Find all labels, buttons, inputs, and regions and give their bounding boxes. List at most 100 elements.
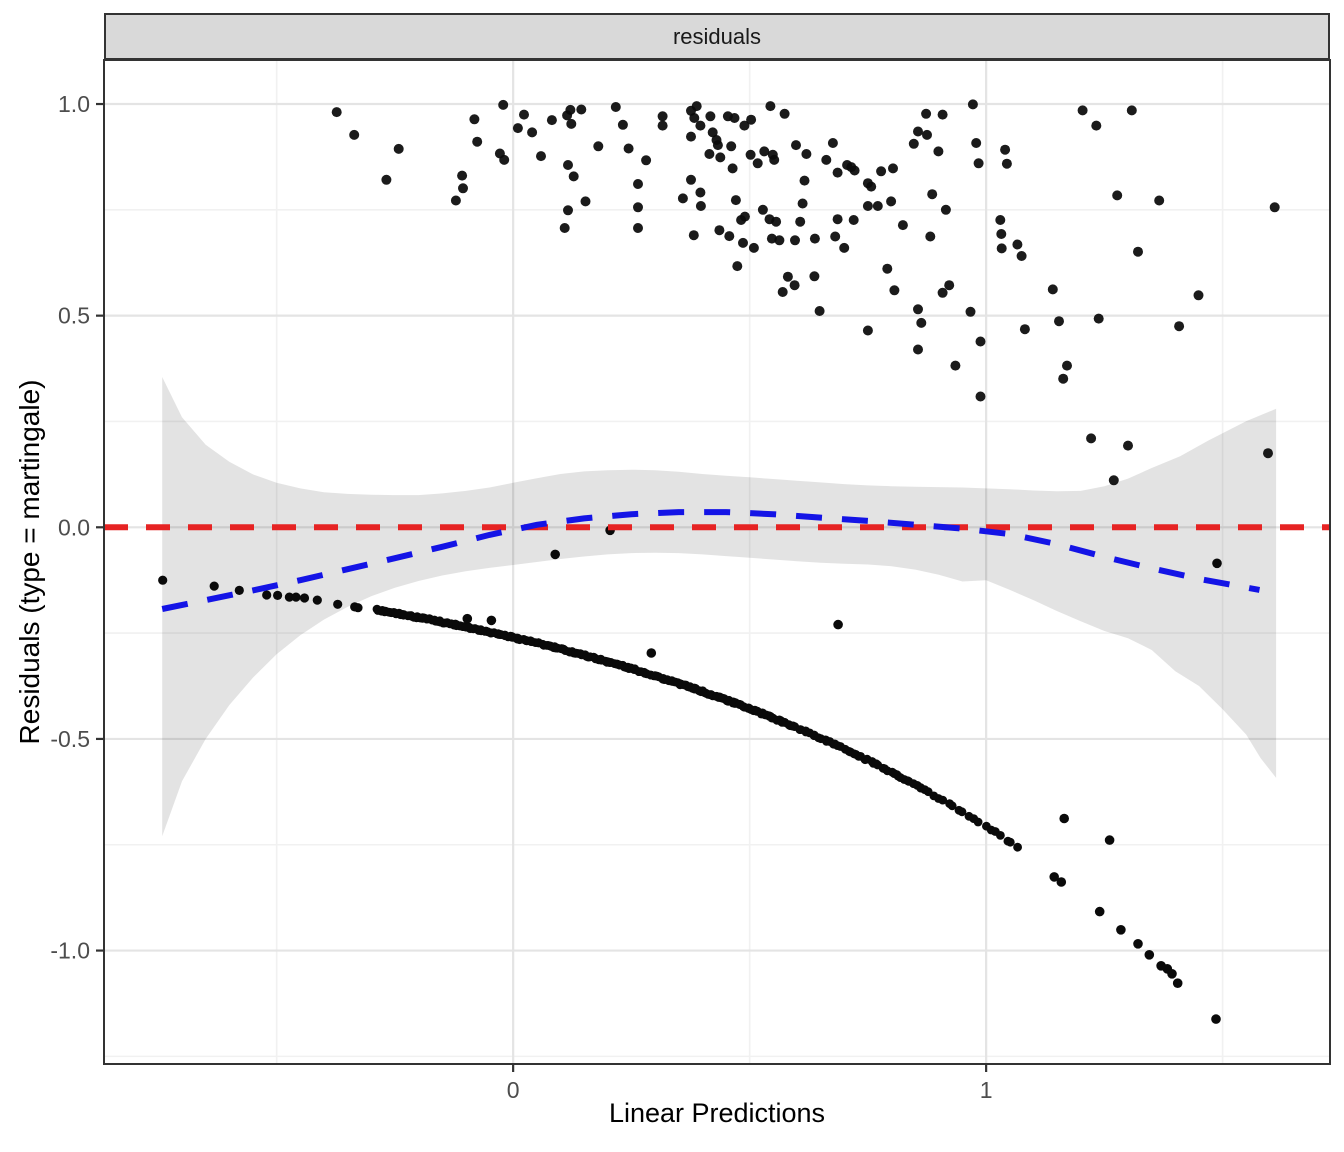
event-residual-point xyxy=(610,102,621,112)
censored-residual-point xyxy=(996,831,1005,840)
event-residual-point xyxy=(715,152,726,163)
event-residual-point xyxy=(933,146,944,157)
censored-residual-point xyxy=(1049,872,1059,882)
facet-strip: residuals xyxy=(104,13,1330,60)
event-residual-point xyxy=(724,231,735,242)
event-residual-point xyxy=(707,127,718,138)
event-residual-point xyxy=(688,230,699,241)
event-residual-point xyxy=(830,231,841,242)
censored-residual-point xyxy=(262,590,272,600)
event-residual-point xyxy=(782,271,793,282)
event-residual-point xyxy=(1077,105,1088,116)
event-residual-point xyxy=(922,129,932,140)
event-residual-point xyxy=(757,204,768,215)
event-residual-point xyxy=(617,119,628,130)
event-residual-point xyxy=(1054,316,1064,327)
event-residual-point xyxy=(971,138,982,148)
event-residual-point xyxy=(726,141,737,152)
event-residual-point xyxy=(913,344,923,355)
event-residual-point xyxy=(1123,440,1133,451)
event-residual-point xyxy=(872,201,883,211)
event-residual-point xyxy=(832,214,843,225)
event-residual-point xyxy=(450,195,461,206)
event-residual-point xyxy=(839,242,850,253)
event-residual-point xyxy=(752,158,763,169)
outlier-point xyxy=(1104,835,1115,845)
event-residual-point xyxy=(940,204,951,215)
event-residual-point xyxy=(712,140,723,151)
event-residual-point xyxy=(996,229,1007,239)
event-residual-point xyxy=(1174,321,1185,332)
event-residual-point xyxy=(381,174,392,185)
event-residual-point xyxy=(944,280,955,291)
censored-residual-point xyxy=(973,817,983,827)
event-residual-point xyxy=(593,141,604,152)
event-residual-point xyxy=(916,317,927,328)
event-residual-point xyxy=(876,166,887,177)
outlier-point xyxy=(646,648,657,658)
event-residual-point xyxy=(799,175,810,186)
y-axis-title: Residuals (type = martingale) xyxy=(14,379,45,745)
censored-residual-point xyxy=(158,575,168,585)
event-residual-point xyxy=(1019,324,1030,335)
outlier-point xyxy=(1059,813,1069,824)
event-residual-point xyxy=(862,201,873,211)
censored-residual-point xyxy=(312,595,322,605)
confidence-band xyxy=(162,377,1277,837)
event-residual-point xyxy=(765,101,776,112)
panel-border xyxy=(103,59,1331,1065)
event-residual-point xyxy=(457,170,468,181)
event-residual-point xyxy=(1269,202,1280,213)
event-residual-point xyxy=(695,120,706,131)
event-residual-point xyxy=(1012,239,1023,250)
censored-residual-point xyxy=(1172,978,1183,988)
event-residual-point xyxy=(797,198,808,209)
event-residual-point xyxy=(897,220,908,231)
censored-residual-point xyxy=(333,599,343,609)
censored-residual-point xyxy=(1005,837,1015,847)
event-residual-point xyxy=(536,151,546,162)
event-residual-point xyxy=(1133,246,1143,257)
censored-residual-point xyxy=(947,801,957,811)
event-residual-point xyxy=(498,99,509,110)
event-residual-point xyxy=(849,165,860,176)
event-residual-point xyxy=(913,126,923,137)
event-residual-point xyxy=(727,163,738,174)
censored-residual-point xyxy=(1211,1014,1221,1024)
event-residual-point xyxy=(921,108,932,119)
event-residual-point xyxy=(832,167,843,178)
event-residual-point xyxy=(1001,158,1012,169)
event-residual-point xyxy=(469,114,480,125)
event-residual-point xyxy=(686,174,696,185)
event-residual-point xyxy=(393,143,404,154)
event-residual-point xyxy=(862,325,873,336)
event-residual-point xyxy=(1263,448,1273,459)
censored-residual-point xyxy=(1013,842,1022,852)
event-residual-point xyxy=(1108,475,1119,486)
event-residual-point xyxy=(1126,105,1137,116)
y-tick-label: 0.0 xyxy=(58,514,90,540)
event-residual-point xyxy=(1154,195,1165,206)
event-residual-point xyxy=(913,304,923,315)
event-residual-point xyxy=(580,196,591,207)
event-residual-point xyxy=(1062,360,1072,371)
censored-residual-point xyxy=(1144,950,1155,960)
y-tick-label: -0.5 xyxy=(50,726,90,752)
outlier-point xyxy=(550,549,560,560)
event-residual-point xyxy=(657,111,668,122)
event-residual-point xyxy=(563,205,573,216)
event-residual-point xyxy=(888,163,898,174)
censored-residual-point xyxy=(234,585,244,596)
outlier-point xyxy=(833,619,843,630)
event-residual-point xyxy=(882,263,893,274)
event-residual-point xyxy=(566,118,577,129)
outlier-point xyxy=(462,613,473,624)
event-residual-point xyxy=(576,104,587,115)
event-residual-point xyxy=(705,111,716,122)
facet-strip-label: residuals xyxy=(672,24,762,49)
event-residual-point xyxy=(1193,290,1204,301)
event-residual-point xyxy=(677,193,688,204)
event-residual-point xyxy=(714,225,725,236)
